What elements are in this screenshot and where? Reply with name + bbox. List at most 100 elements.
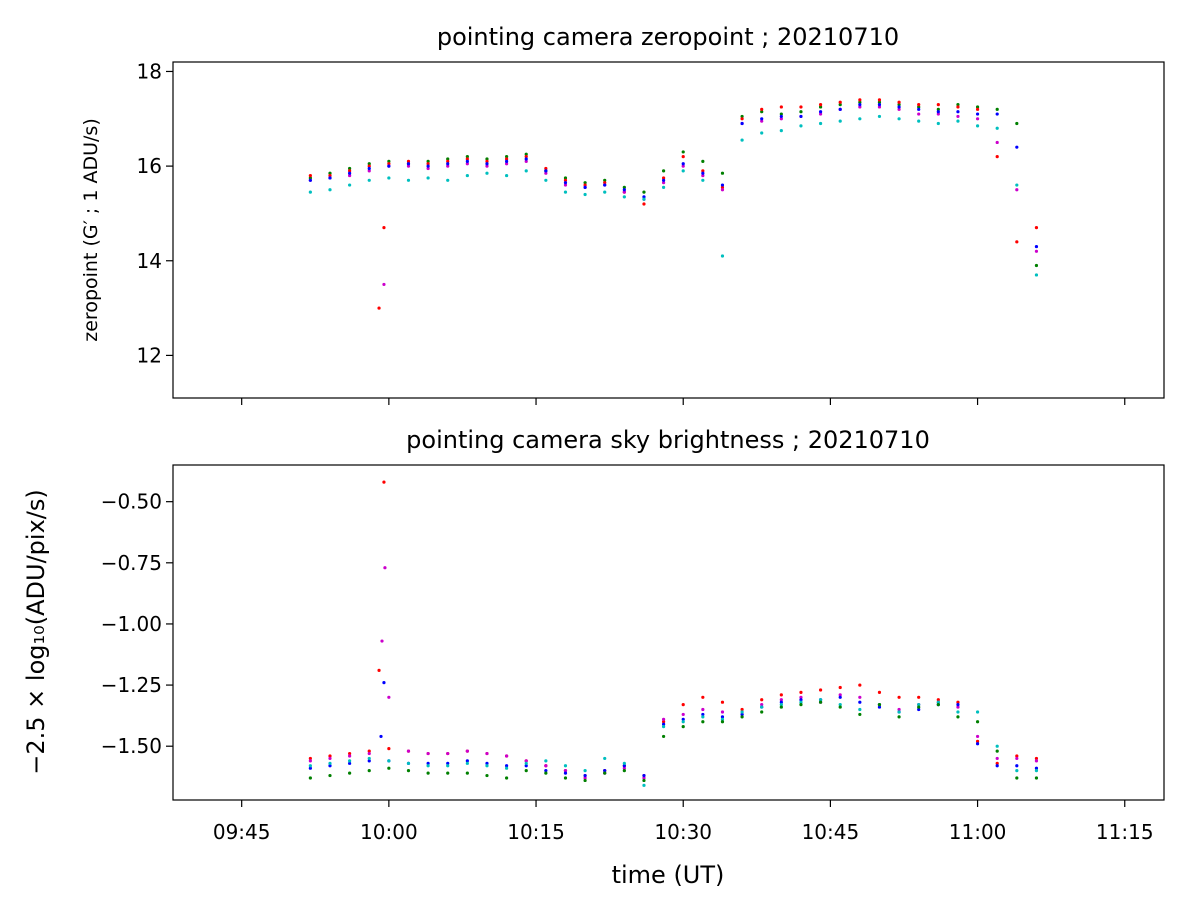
y-tick-label: −1.50 [101,734,162,758]
data-point [917,705,921,709]
data-point [367,751,371,756]
data-point [426,751,430,756]
data-point [956,110,960,114]
data-point [308,764,312,768]
data-point [544,166,548,171]
data-point [524,759,528,763]
data-point [956,114,960,119]
data-point [936,110,940,114]
data-point [838,100,842,104]
data-point [367,756,371,761]
data-point [779,129,783,133]
data-point [583,778,587,783]
data-point [838,107,842,111]
data-point [701,159,705,163]
data-point [524,155,528,159]
data-point [975,105,980,109]
data-point [1034,226,1039,230]
data-point [367,164,371,168]
data-point [995,756,999,761]
data-point [858,700,862,704]
data-point [328,171,332,175]
data-point [583,192,587,197]
series-4 [308,114,1039,277]
data-point [760,710,764,714]
data-point [799,105,803,109]
data-point [583,776,587,780]
data-point [956,715,960,719]
data-point [426,771,430,775]
data-point [760,117,764,121]
data-point [308,178,312,182]
data-point [387,766,391,770]
data-point [603,769,607,773]
data-point [838,703,842,707]
data-point [524,152,528,156]
data-point [681,164,685,168]
data-point [387,159,391,163]
data-point [897,117,901,121]
data-point [446,178,450,182]
data-point [465,173,469,178]
data-point [720,710,725,714]
data-point [1015,756,1019,761]
data-point [1034,263,1039,268]
data-point [936,700,940,704]
data-point [936,698,940,702]
data-point [720,715,725,719]
data-point [818,698,823,702]
data-point [720,185,725,190]
data-point [485,164,489,168]
data-point [936,112,940,116]
data-point [348,759,352,763]
data-point [465,157,469,161]
data-point [858,102,862,107]
data-point [544,769,548,773]
data-point [1015,754,1019,758]
data-point [328,176,332,180]
data-point [382,480,386,484]
data-point [877,705,882,709]
data-point [858,117,862,121]
data-point [1034,249,1039,253]
data-point [720,183,725,187]
data-point [818,105,823,109]
data-point [446,157,450,161]
data-point [642,773,646,778]
data-point [681,712,685,717]
y-tick-label: 18 [137,59,162,83]
data-point [446,164,450,168]
data-point [524,764,528,768]
data-point [642,776,646,780]
data-point [720,700,725,704]
data-point [1034,273,1039,277]
data-point [465,155,469,159]
data-point [505,173,509,178]
data-point [818,102,823,107]
data-point [603,183,607,187]
data-point [383,566,387,570]
data-point [681,703,685,707]
x-tick-label: 10:45 [802,820,860,844]
series-3 [308,102,1039,249]
data-point [426,761,430,765]
zeropoint-y-axis-label: zeropoint (G′ ; 1 ADU/s) [80,118,102,341]
data-point [838,693,842,697]
data-point [681,155,685,159]
data-point [583,181,587,185]
data-point [446,751,450,756]
data-point [701,712,705,717]
data-point [661,176,666,180]
data-point [995,749,999,753]
data-point [956,105,960,109]
series-0 [308,480,1039,778]
data-point [956,710,960,714]
data-point [406,159,411,163]
data-point [661,725,666,729]
data-point [308,173,312,178]
data-point [485,162,489,166]
data-point [622,761,626,765]
sky-brightness-axes-frame [172,464,1165,801]
data-point [975,734,980,739]
